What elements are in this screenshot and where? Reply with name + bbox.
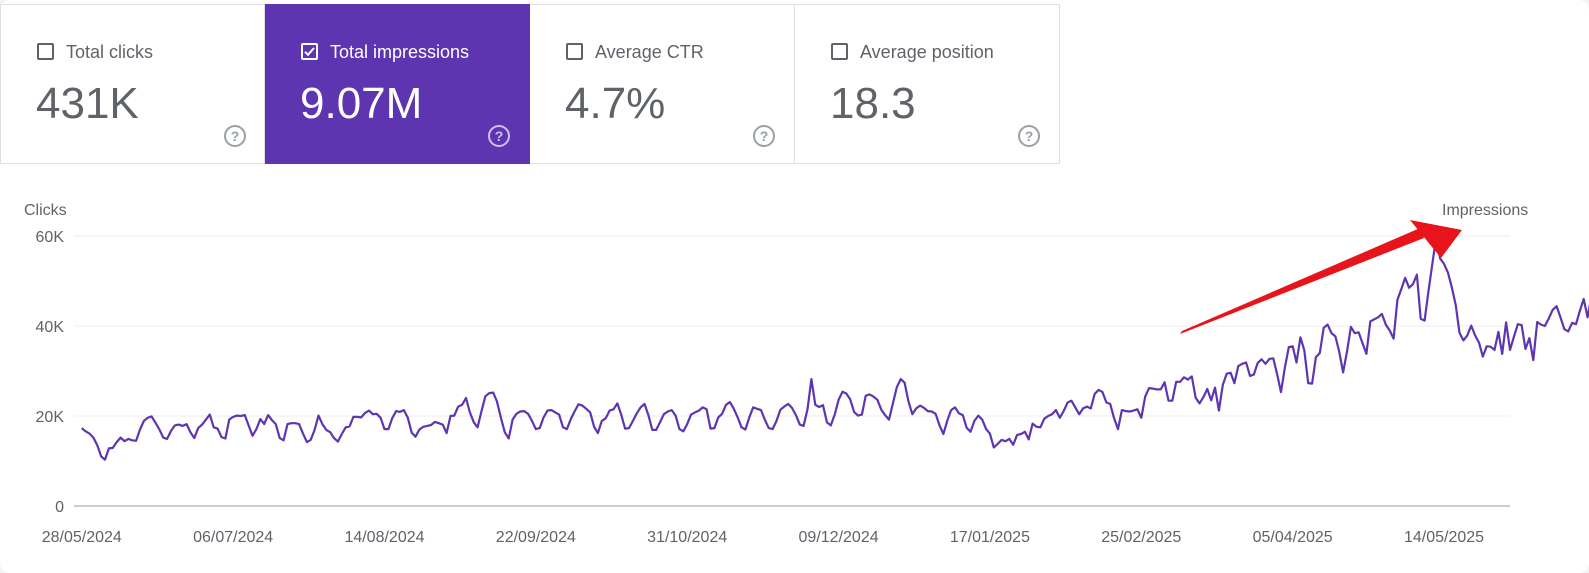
x-tick-label: 05/04/2025 <box>1253 529 1333 546</box>
checkbox-icon[interactable] <box>37 43 54 60</box>
trend-arrow-head-icon <box>1410 220 1462 258</box>
x-tick-label: 14/05/2025 <box>1404 529 1484 546</box>
checkbox-icon[interactable] <box>301 43 318 60</box>
metric-value: 18.3 <box>830 79 916 128</box>
y-tick-label: 40K <box>36 319 65 336</box>
help-circle-icon[interactable]: ? <box>753 125 775 147</box>
metric-value: 431K <box>36 79 139 128</box>
x-tick-label: 06/07/2024 <box>193 529 273 546</box>
metric-label: Average CTR <box>595 42 704 62</box>
metric-value: 4.7% <box>565 79 666 128</box>
x-tick-label: 14/08/2024 <box>344 529 424 546</box>
x-tick-label: 22/09/2024 <box>496 529 576 546</box>
help-circle-icon[interactable]: ? <box>488 125 510 147</box>
trend-arrow-icon <box>1180 228 1424 334</box>
impressions-series-line <box>81 234 1589 461</box>
metric-label: Average position <box>860 42 994 62</box>
help-circle-icon[interactable]: ? <box>224 125 246 147</box>
metric-card-average-ctr[interactable]: Average CTR 4.7% ? <box>530 4 795 164</box>
metric-card-average-position[interactable]: Average position 18.3 ? <box>795 4 1060 164</box>
metric-value: 9.07M <box>300 79 423 128</box>
x-tick-label: 09/12/2024 <box>799 529 879 546</box>
metric-label: Total impressions <box>330 42 470 62</box>
help-circle-icon[interactable]: ? <box>1018 125 1040 147</box>
checkbox-icon[interactable] <box>566 43 583 60</box>
x-tick-label: 25/02/2025 <box>1101 529 1181 546</box>
y-tick-label: 60K <box>36 229 65 246</box>
metric-cards: Total clicks 431K ? Total impressions 9.… <box>0 4 1060 164</box>
metric-card-total-clicks[interactable]: Total clicks 431K ? <box>0 4 265 164</box>
x-tick-label: 28/05/2024 <box>42 529 122 546</box>
y-tick-label: 20K <box>36 409 65 426</box>
y-axis-title-right: Impressions <box>1442 202 1529 219</box>
y-tick-label: 0 <box>55 499 64 516</box>
x-tick-label: 17/01/2025 <box>950 529 1030 546</box>
x-tick-label: 31/10/2024 <box>647 529 727 546</box>
metric-card-total-impressions[interactable]: Total impressions 9.07M ? <box>265 4 530 164</box>
checkbox-icon[interactable] <box>831 43 848 60</box>
y-axis-title-left: Clicks <box>24 202 67 219</box>
metric-label: Total clicks <box>66 42 154 62</box>
